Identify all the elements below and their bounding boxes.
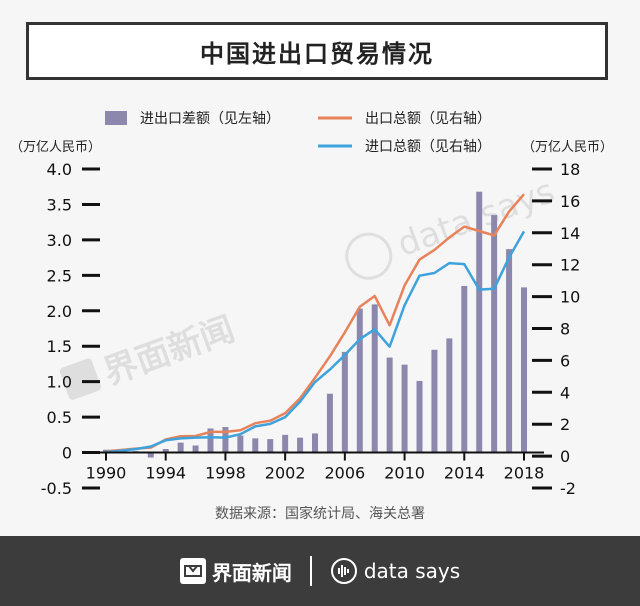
chart: 界面新闻 data says 进出口差额（见左轴） 出口总额（见右轴） 进口总额…	[10, 111, 613, 522]
brand-datasays: data says	[330, 557, 460, 585]
x-tick-label: 2002	[265, 464, 306, 483]
right-tick-label: 6	[560, 351, 570, 370]
x-tick-label: 2010	[384, 464, 425, 483]
x-tick-label: 1990	[86, 464, 127, 483]
left-tick-label: 1.5	[47, 337, 72, 356]
x-axis: 1990 1994 1998 2002 2006 2010 2014 2018	[86, 451, 545, 483]
datasays-logo-icon	[330, 558, 357, 584]
balance-bar	[386, 357, 393, 453]
footer-divider	[309, 556, 312, 586]
balance-bar	[177, 442, 184, 453]
left-tick-label: 3.5	[47, 195, 72, 214]
balance-bar	[341, 351, 348, 453]
balance-bar	[476, 191, 483, 453]
balance-bar	[267, 439, 274, 453]
left-tick-label: 2.0	[47, 302, 72, 321]
right-tick-label: 14	[560, 224, 580, 243]
jiemian-logo-icon	[179, 558, 206, 584]
left-tick-label: 0	[62, 444, 72, 463]
left-tick-label: 1.0	[47, 373, 72, 392]
right-tick-label: 8	[560, 320, 570, 339]
brand-jiemian: 界面新闻	[179, 557, 292, 586]
balance-bar	[162, 449, 169, 453]
balance-bar	[506, 249, 513, 453]
x-tick-label: 2006	[324, 464, 365, 483]
svg-text:界面新闻: 界面新闻	[98, 309, 239, 393]
left-tick-label: 2.5	[47, 266, 72, 285]
balance-bar	[237, 435, 244, 453]
right-tick-label: -2	[560, 479, 576, 498]
balance-bar	[312, 433, 318, 453]
balance-bar	[416, 380, 423, 453]
right-tick-label: 4	[560, 383, 570, 402]
balance-bar	[446, 338, 453, 453]
import-line	[105, 230, 526, 454]
balance-bar	[521, 287, 527, 453]
legend: 进出口差额（见左轴） 出口总额（见右轴） 进口总额（见右轴）	[105, 111, 491, 155]
balance-bar	[326, 393, 333, 453]
legend-import-label: 进口总额（见右轴）	[365, 139, 491, 155]
footer: 界面新闻 data says	[0, 536, 640, 606]
left-axis: -0.5 0 0.5 1.0 1.5 2.0 2.5 3.0 3.5 4.0	[41, 160, 100, 498]
balance-bar	[207, 428, 214, 453]
balance-bar	[401, 364, 408, 453]
right-axis-unit: （万亿人民币）	[522, 140, 613, 155]
x-tick-label: 2018	[504, 464, 545, 483]
series-lines	[105, 193, 526, 454]
balance-bar	[147, 452, 154, 458]
export-line	[105, 193, 525, 453]
left-tick-label: 3.0	[47, 231, 72, 250]
balance-bar	[282, 434, 289, 453]
svg-text:data says: data says	[392, 171, 560, 265]
x-tick-label: 1998	[205, 464, 246, 483]
balance-bar	[192, 445, 199, 453]
legend-bar-swatch	[105, 111, 127, 125]
left-tick-label: 0.5	[47, 408, 72, 427]
source-note: 数据来源：国家统计局、海关总署	[215, 505, 425, 522]
balance-bar	[461, 285, 468, 453]
balance-bar	[222, 427, 229, 453]
legend-bar-label: 进出口差额（见左轴）	[140, 111, 280, 127]
x-tick-label: 1994	[145, 464, 186, 483]
right-tick-label: 2	[560, 415, 570, 434]
right-tick-label: 10	[560, 288, 580, 307]
balance-bar	[371, 304, 378, 453]
right-axis: -2 0 2 4 6 8 10 12 14 16 18	[532, 160, 580, 498]
left-axis-unit: （万亿人民币）	[10, 140, 101, 155]
brand-datasays-text: data says	[363, 559, 461, 583]
balance-bar	[431, 349, 438, 453]
title-box: 中国进出口贸易情况	[26, 22, 608, 80]
balance-bar	[356, 308, 363, 453]
balance-bars	[103, 191, 527, 458]
legend-export-label: 出口总额（见右轴）	[365, 111, 491, 127]
right-tick-label: 0	[560, 447, 570, 466]
balance-bar	[297, 437, 304, 453]
left-tick-label: 4.0	[47, 160, 72, 179]
left-tick-label: -0.5	[41, 479, 72, 498]
balance-bar	[491, 215, 498, 453]
right-tick-label: 16	[560, 192, 580, 211]
balance-bar	[252, 438, 259, 453]
brand-jiemian-text: 界面新闻	[211, 560, 292, 585]
x-tick-label: 2014	[444, 464, 485, 483]
right-tick-label: 18	[560, 160, 580, 179]
right-tick-label: 12	[560, 256, 580, 275]
chart-title: 中国进出口贸易情况	[200, 39, 434, 68]
